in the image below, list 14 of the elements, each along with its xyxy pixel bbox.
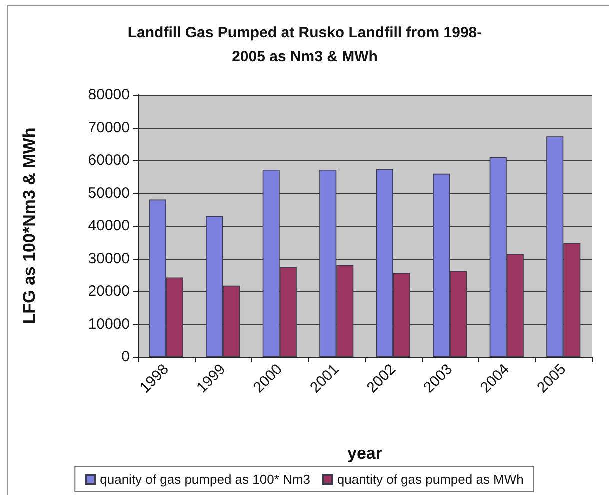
y-tick-label: 20000 bbox=[88, 283, 130, 300]
y-tick-label: 80000 bbox=[88, 86, 130, 104]
x-axis-title: year bbox=[348, 444, 383, 463]
y-tick-label: 70000 bbox=[88, 119, 130, 136]
y-axis-title: LFG as 100*Nm3 & MWh bbox=[20, 128, 39, 324]
y-tick-label: 0 bbox=[122, 348, 130, 366]
y-tick-label: 10000 bbox=[88, 316, 130, 333]
y-tick-label: 60000 bbox=[88, 152, 130, 169]
y-tick-label: 50000 bbox=[88, 184, 130, 202]
y-tick-label: 30000 bbox=[88, 250, 130, 268]
legend-label: quantity of gas pumped as MWh bbox=[337, 472, 524, 487]
y-tick-label: 40000 bbox=[88, 218, 130, 234]
legend-label: quanity of gas pumped as 100* Nm3 bbox=[100, 472, 310, 487]
chart-title: Landfill Gas Pumped at Rusko Landfill from 1998-2005 as Nm3 & MWh bbox=[128, 24, 482, 66]
